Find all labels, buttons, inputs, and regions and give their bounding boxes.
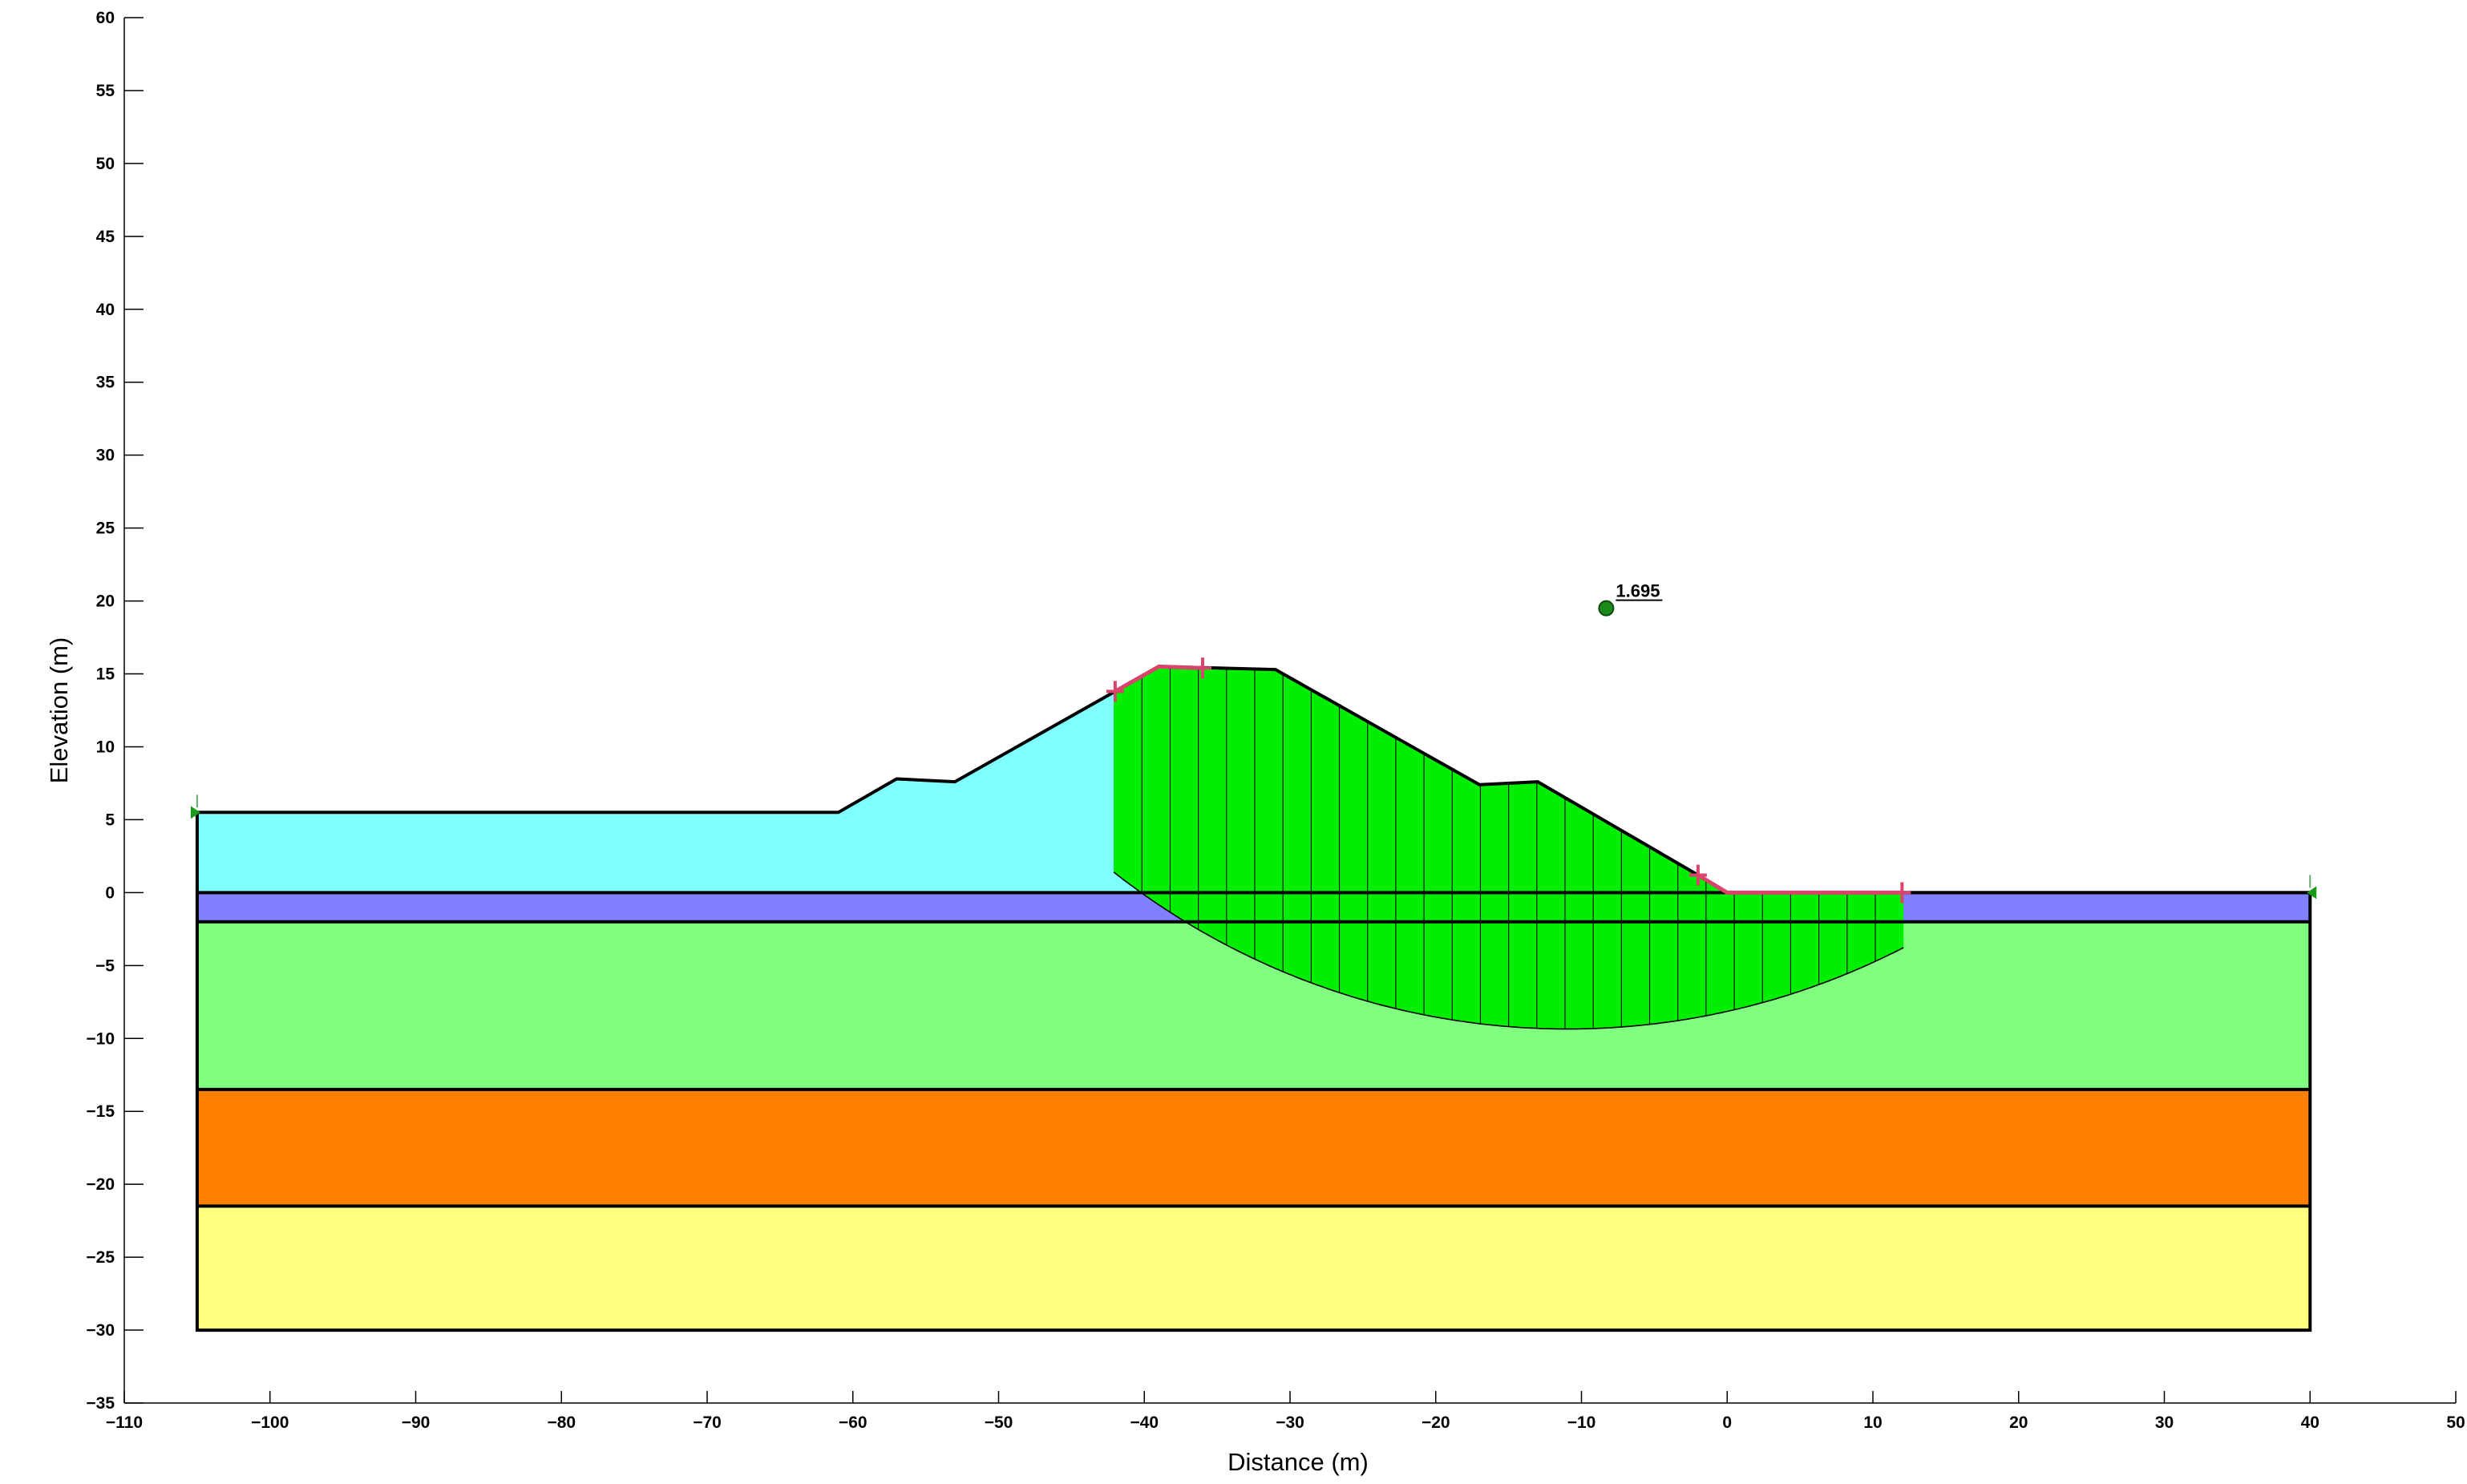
y-tick-label: 20 (96, 592, 115, 611)
y-tick-label: 10 (96, 738, 115, 756)
x-tick-label: −30 (1276, 1413, 1304, 1432)
slip-center-icon (1598, 600, 1615, 617)
x-tick-label: 0 (1722, 1413, 1732, 1432)
x-tick-label: −40 (1130, 1413, 1159, 1432)
layer-yellow_layer (196, 1206, 2311, 1331)
y-tick-label: 5 (105, 811, 115, 829)
x-tick-label: −20 (1422, 1413, 1450, 1432)
y-tick-label: 40 (96, 301, 115, 319)
x-tick-label: −90 (402, 1413, 431, 1432)
x-axis-title: Distance (m) (1227, 1448, 1369, 1476)
model-boundary (195, 812, 2312, 1332)
x-tick-label: −70 (693, 1413, 722, 1432)
y-tick-label: 0 (105, 884, 115, 902)
exit-range (1697, 873, 1903, 895)
y-tick-label: 30 (96, 447, 115, 465)
x-tick-label: 40 (2301, 1413, 2319, 1432)
x-tick-label: −60 (839, 1413, 867, 1432)
y-tick-label: −30 (86, 1321, 115, 1340)
y-tick-label: 60 (96, 9, 115, 27)
x-tick-label: 10 (1863, 1413, 1882, 1432)
y-tick-label: −15 (86, 1102, 115, 1121)
factor-of-safety-label: 1.695 (1616, 581, 1660, 601)
slip-mass (1113, 666, 1904, 1030)
axes: −110 −100 −90 −80 −70 −60 −50 −40 −30 −20 −10 0 10 20… (45, 9, 2465, 1476)
x-tick-label: 20 (2009, 1413, 2028, 1432)
y-tick-label: 55 (96, 82, 115, 100)
critical-slip-center: 1.695 (1598, 581, 1663, 617)
y-axis-title: Elevation (m) (45, 637, 73, 784)
layer-orange_layer (196, 1089, 2311, 1207)
y-tick-label: −35 (86, 1394, 115, 1413)
x-tick-label: −100 (251, 1413, 289, 1432)
x-tick-label: 50 (2446, 1413, 2465, 1432)
y-tick-label: 25 (96, 520, 115, 538)
y-tick-label: 45 (96, 228, 115, 246)
x-tick-label: −10 (1567, 1413, 1596, 1432)
boundary-marker-icon (190, 806, 200, 819)
y-tick-label: 50 (96, 155, 115, 173)
y-tick-label: −20 (86, 1175, 115, 1194)
x-tick-label: −110 (106, 1413, 143, 1432)
x-tick-label: −50 (985, 1413, 1013, 1432)
x-axis: −110 −100 −90 −80 −70 −60 −50 −40 −30 −20 −10 0 10 20… (106, 1391, 2465, 1432)
y-tick-label: 15 (96, 665, 115, 684)
entry-range (1114, 664, 1203, 693)
slip-surface-arc (1113, 871, 1904, 1030)
y-tick-label: 35 (96, 374, 115, 392)
x-tick-label: −80 (547, 1413, 576, 1432)
y-tick-label: −5 (95, 956, 115, 975)
y-axis: −35 −30 −25 −20 −15 −10 −5 0 5 10 15 20 25 30 35 40 45 50… (86, 9, 144, 1413)
search-markers (190, 657, 2317, 904)
y-tick-label: −25 (86, 1248, 115, 1267)
boundary-marker-icon (2307, 886, 2317, 900)
y-tick-label: −10 (86, 1029, 115, 1048)
x-tick-label: 30 (2155, 1413, 2174, 1432)
